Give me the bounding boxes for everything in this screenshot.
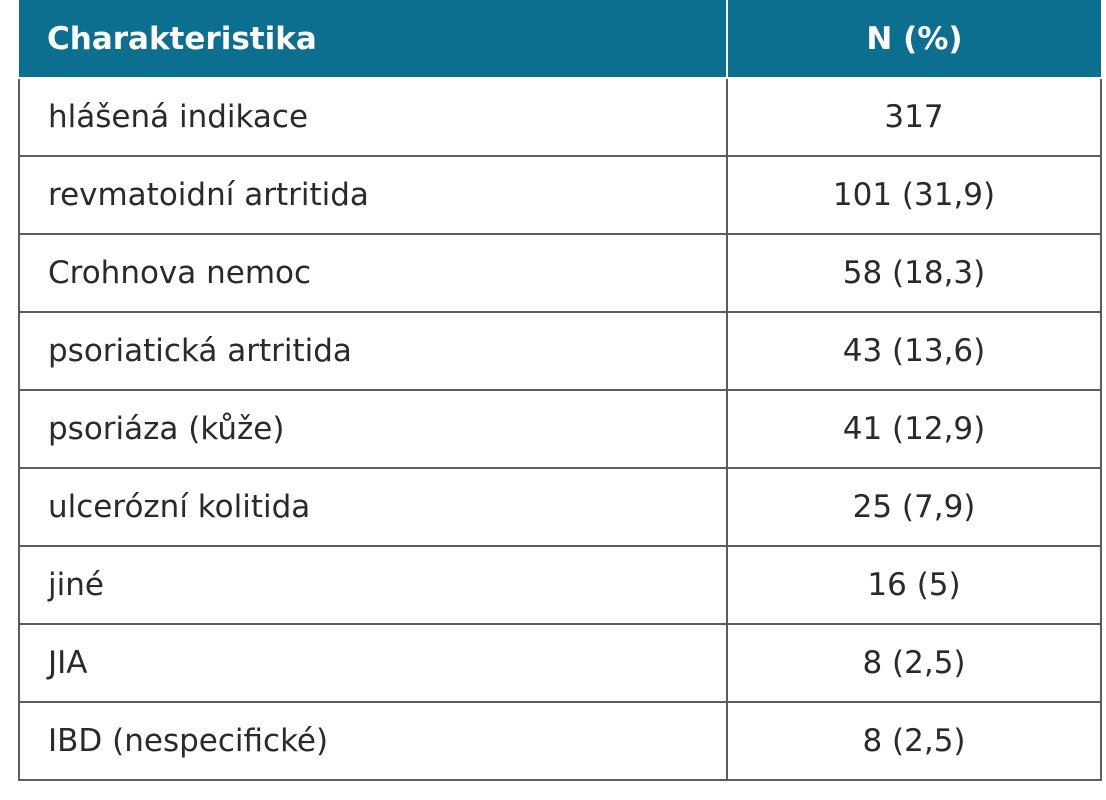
header-characteristic: Charakteristika [19,0,728,79]
table-row: hlášená indikace 317 [18,77,1102,157]
row-label: ulcerózní kolitida [18,467,728,547]
row-label: IBD (nespecifické) [18,701,728,781]
row-value: 101 (31,9) [726,155,1102,235]
header-n-percent: N (%) [727,0,1101,79]
header-row: Charakteristika N (%) [19,0,1101,79]
row-label: psoriáza (kůže) [18,389,728,469]
table-row: ulcerózní kolitida 25 (7,9) [18,467,1102,547]
row-value: 8 (2,5) [726,701,1102,781]
table-row: psoriáza (kůže) 41 (12,9) [18,389,1102,469]
row-label: psoriatická artritida [18,311,728,391]
row-label: jiné [18,545,728,625]
table-row: JIA 8 (2,5) [18,623,1102,703]
row-value: 41 (12,9) [726,389,1102,469]
row-label: JIA [18,623,728,703]
row-value: 16 (5) [726,545,1102,625]
table-row: Crohnova nemoc 58 (18,3) [18,233,1102,313]
row-label: Crohnova nemoc [18,233,728,313]
row-label: hlášená indikace [18,77,728,157]
table-body: hlášená indikace 317 revmatoidní artriti… [18,77,1102,781]
table-header: Charakteristika N (%) [19,0,1101,79]
table-row: revmatoidní artritida 101 (31,9) [18,155,1102,235]
table-row: psoriatická artritida 43 (13,6) [18,311,1102,391]
row-value: 317 [726,77,1102,157]
table-row: jiné 16 (5) [18,545,1102,625]
row-value: 25 (7,9) [726,467,1102,547]
row-label: revmatoidní artritida [18,155,728,235]
row-value: 58 (18,3) [726,233,1102,313]
indications-table-container: Charakteristika N (%) hlášená indikace 3… [18,0,1102,781]
indications-table: Charakteristika N (%) hlášená indikace 3… [18,0,1102,781]
row-value: 8 (2,5) [726,623,1102,703]
row-value: 43 (13,6) [726,311,1102,391]
table-row: IBD (nespecifické) 8 (2,5) [18,701,1102,781]
